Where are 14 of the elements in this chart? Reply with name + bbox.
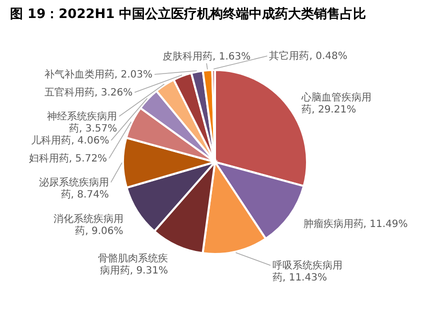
slice-label: 泌尿系统疾病用药, 8.74% [38, 176, 109, 200]
slice-label: 皮肤科用药, 1.63% [162, 50, 251, 62]
slice-label: 呼吸系统疾病用药, 11.43% [272, 259, 342, 284]
slice-label: 消化系统疾病用药, 9.06% [53, 212, 124, 237]
slice-label: 肿瘤疾病用药, 11.49% [303, 218, 408, 230]
slice-label: 补气补血类用药, 2.03% [44, 68, 153, 80]
chart-title: 图 19：2022H1 中国公立医疗机构终端中成药大类销售占比 [10, 6, 366, 22]
slice-label: 心脑血管疾病用药, 29.21% [300, 92, 372, 116]
slice-label: 骨骼肌肉系统疾病用药, 9.31% [98, 252, 168, 276]
slice-label: 妇科用药, 5.72% [28, 152, 108, 164]
slice-label: 神经系统疾病用药, 3.57% [47, 110, 118, 134]
slice-label: 儿科用药, 4.06% [31, 134, 110, 146]
slice-label: 其它用药, 0.48% [269, 50, 348, 62]
slice-label: 五官科用药, 3.26% [44, 86, 133, 98]
